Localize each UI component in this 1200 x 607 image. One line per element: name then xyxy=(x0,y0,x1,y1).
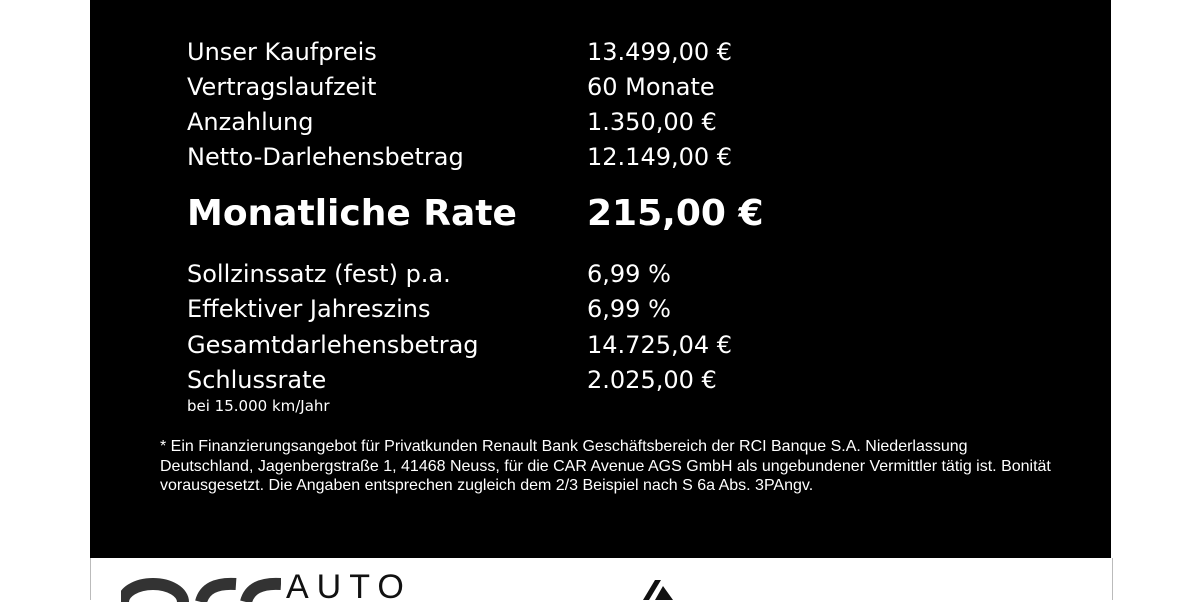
disclaimer: * Ein Finanzierungsangebot für Privatkun… xyxy=(160,438,1051,494)
value-laufzeit: 60 Monate xyxy=(587,73,715,101)
value-kaufpreis: 13.499,00 € xyxy=(587,38,733,66)
label-anzahlung: Anzahlung xyxy=(187,108,314,136)
renault-logo-icon xyxy=(643,580,673,600)
value-gesamt: 14.725,04 € xyxy=(587,331,733,359)
label-netto: Netto-Darlehensbetrag xyxy=(187,143,464,171)
label-laufzeit: Vertragslaufzeit xyxy=(187,73,377,101)
logo-text: AUTO xyxy=(286,568,412,606)
value-netto: 12.149,00 € xyxy=(587,143,733,171)
financing-panel: Unser Kaufpreis 13.499,00 € Vertragslauf… xyxy=(90,0,1111,558)
footer: AUTO xyxy=(90,558,1113,606)
value-monatliche-rate: 215,00 € xyxy=(587,193,764,234)
label-effektivzins: Effektiver Jahreszins xyxy=(187,295,431,323)
label-monatliche-rate: Monatliche Rate xyxy=(187,193,517,234)
value-effektivzins: 6,99 % xyxy=(587,295,671,323)
value-schlussrate: 2.025,00 € xyxy=(587,366,717,394)
ags-logo-icon xyxy=(121,577,281,602)
mileage-note: bei 15.000 km/Jahr xyxy=(187,397,330,415)
label-kaufpreis: Unser Kaufpreis xyxy=(187,38,377,66)
value-sollzins: 6,99 % xyxy=(587,260,671,288)
value-anzahlung: 1.350,00 € xyxy=(587,108,717,136)
label-gesamt: Gesamtdarlehensbetrag xyxy=(187,331,479,359)
label-sollzins: Sollzinssatz (fest) p.a. xyxy=(187,260,451,288)
label-schlussrate: Schlussrate xyxy=(187,366,327,394)
